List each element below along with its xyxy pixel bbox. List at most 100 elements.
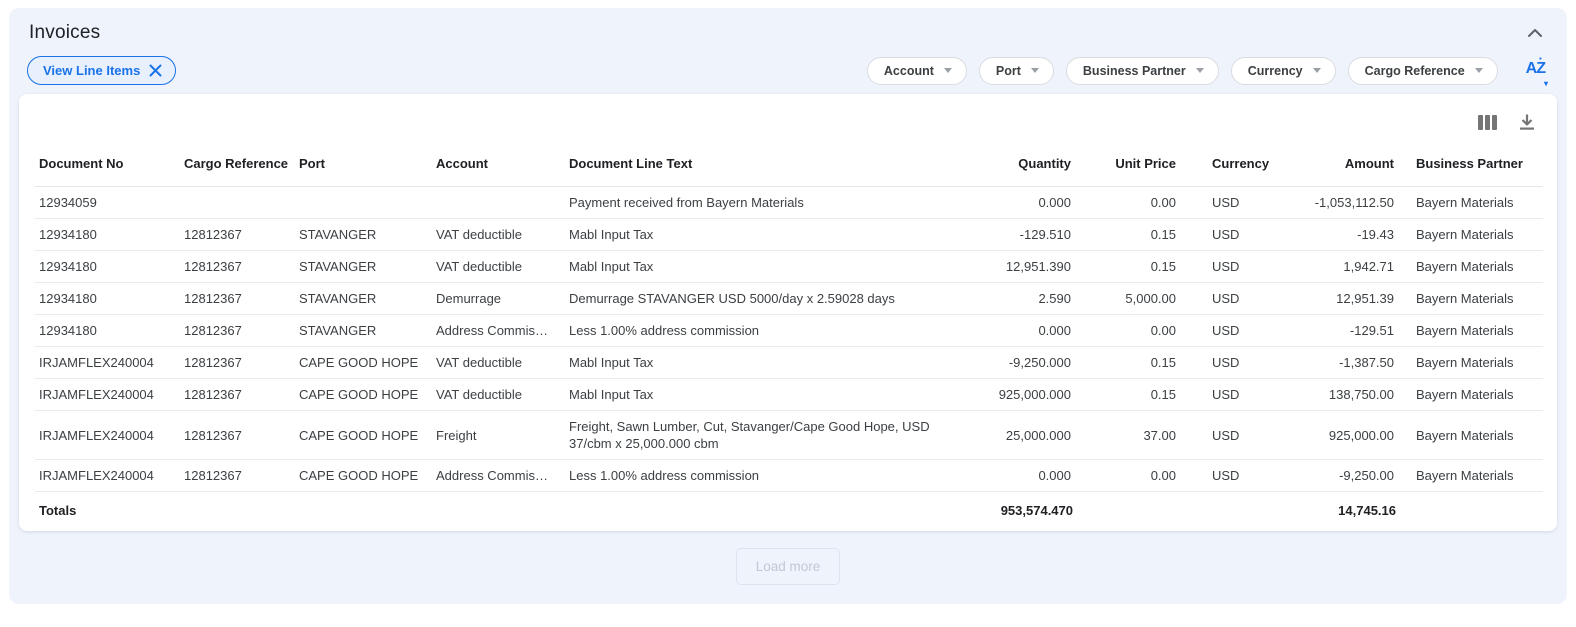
- table-row[interactable]: IRJAMFLEX24000412812367CAPE GOOD HOPEVAT…: [35, 379, 1543, 411]
- filter-label: Cargo Reference: [1365, 64, 1465, 78]
- table-cell: USD: [1180, 379, 1265, 411]
- table-cell: Demurrage: [432, 283, 565, 315]
- table-cell: 12812367: [180, 379, 295, 411]
- table-cell: USD: [1180, 347, 1265, 379]
- table-cell: 0.00: [1075, 315, 1180, 347]
- table-cell: Mabl Input Tax: [565, 219, 970, 251]
- filter-label: Port: [996, 64, 1021, 78]
- table-cell: Mabl Input Tax: [565, 251, 970, 283]
- filter-label: Currency: [1248, 64, 1303, 78]
- load-more-button[interactable]: Load more: [736, 548, 841, 585]
- view-columns-icon[interactable]: [1478, 115, 1497, 130]
- table-cell: 12812367: [180, 411, 295, 460]
- totals-cell: 14,745.16: [1265, 492, 1398, 532]
- table-toolbar: [35, 108, 1541, 141]
- table-row[interactable]: 1293418012812367STAVANGERAddress Commis……: [35, 315, 1543, 347]
- filter-label: Account: [884, 64, 934, 78]
- table-cell: 0.15: [1075, 347, 1180, 379]
- table-cell: IRJAMFLEX240004: [35, 411, 180, 460]
- table-cell: -129.510: [970, 219, 1075, 251]
- table-cell: Bayern Materials: [1398, 315, 1543, 347]
- table-cell: 12934180: [35, 315, 180, 347]
- table-cell: CAPE GOOD HOPE: [295, 460, 432, 492]
- filter-chip-account[interactable]: Account: [867, 57, 967, 85]
- table-cell: 2.590: [970, 283, 1075, 315]
- view-line-items-chip[interactable]: View Line Items: [27, 56, 176, 85]
- table-cell: STAVANGER: [295, 315, 432, 347]
- table-cell: 925,000.000: [970, 379, 1075, 411]
- sort-alpha-icon[interactable]: AZ: [1524, 58, 1549, 84]
- table-cell: Bayern Materials: [1398, 219, 1543, 251]
- table-cell: [295, 187, 432, 219]
- table-row[interactable]: IRJAMFLEX24000412812367CAPE GOOD HOPEVAT…: [35, 347, 1543, 379]
- column-header: Document No: [35, 141, 180, 187]
- table-row[interactable]: 1293418012812367STAVANGERVAT deductibleM…: [35, 251, 1543, 283]
- collapse-panel-button[interactable]: [1523, 24, 1547, 42]
- table-cell: Bayern Materials: [1398, 460, 1543, 492]
- table-cell: USD: [1180, 460, 1265, 492]
- table-cell: -1,387.50: [1265, 347, 1398, 379]
- table-row[interactable]: 1293418012812367STAVANGERVAT deductibleM…: [35, 219, 1543, 251]
- chevron-up-icon: [1527, 28, 1543, 38]
- table-cell: 0.00: [1075, 460, 1180, 492]
- column-header: Quantity: [970, 141, 1075, 187]
- chevron-down-icon: [1313, 68, 1321, 73]
- table-row[interactable]: IRJAMFLEX24000412812367CAPE GOOD HOPEAdd…: [35, 460, 1543, 492]
- totals-cell: 953,574.470: [970, 492, 1075, 532]
- download-icon: [1519, 114, 1535, 131]
- table-cell: 12934180: [35, 251, 180, 283]
- column-header: Cargo Reference: [180, 141, 295, 187]
- view-line-items-label: View Line Items: [43, 63, 140, 78]
- filter-chip-business-partner[interactable]: Business Partner: [1066, 57, 1219, 85]
- table-cell: 12,951.39: [1265, 283, 1398, 315]
- table-cell: CAPE GOOD HOPE: [295, 347, 432, 379]
- column-header: Business Partner: [1398, 141, 1543, 187]
- table-cell: Bayern Materials: [1398, 283, 1543, 315]
- filter-chip-currency[interactable]: Currency: [1231, 57, 1336, 85]
- table-cell: VAT deductible: [432, 219, 565, 251]
- table-cell: Freight: [432, 411, 565, 460]
- filter-chips: Account Port Business Partner Currency C…: [867, 57, 1549, 85]
- table-cell: -129.51: [1265, 315, 1398, 347]
- table-cell: USD: [1180, 411, 1265, 460]
- table-row[interactable]: 12934059Payment received from Bayern Mat…: [35, 187, 1543, 219]
- table-cell: 37.00: [1075, 411, 1180, 460]
- table-cell: Payment received from Bayern Materials: [565, 187, 970, 219]
- table-cell: 12812367: [180, 251, 295, 283]
- close-icon[interactable]: [149, 64, 162, 77]
- totals-cell: [1398, 492, 1543, 532]
- table-cell: VAT deductible: [432, 379, 565, 411]
- table-row[interactable]: IRJAMFLEX24000412812367CAPE GOOD HOPEFre…: [35, 411, 1543, 460]
- totals-cell: [1180, 492, 1265, 532]
- table-cell: 12934180: [35, 219, 180, 251]
- table-cell: CAPE GOOD HOPE: [295, 379, 432, 411]
- table-cell: -9,250.00: [1265, 460, 1398, 492]
- table-cell: -1,053,112.50: [1265, 187, 1398, 219]
- filter-label: Business Partner: [1083, 64, 1186, 78]
- table-cell: [432, 187, 565, 219]
- filter-bar: View Line Items Account Port Business Pa…: [19, 44, 1557, 85]
- invoices-table: Document NoCargo ReferencePortAccountDoc…: [35, 141, 1543, 531]
- totals-label: Totals: [35, 492, 180, 532]
- table-cell: USD: [1180, 219, 1265, 251]
- table-cell: 12812367: [180, 460, 295, 492]
- filter-chip-cargo-reference[interactable]: Cargo Reference: [1348, 57, 1498, 85]
- download-button[interactable]: [1519, 114, 1535, 131]
- table-cell: VAT deductible: [432, 347, 565, 379]
- table-cell: 0.000: [970, 460, 1075, 492]
- table-cell: IRJAMFLEX240004: [35, 347, 180, 379]
- table-cell: 0.15: [1075, 379, 1180, 411]
- table-cell: 0.15: [1075, 219, 1180, 251]
- totals-cell: [1075, 492, 1180, 532]
- table-header-row: Document NoCargo ReferencePortAccountDoc…: [35, 141, 1543, 187]
- table-cell: 0.000: [970, 315, 1075, 347]
- totals-cell: [565, 492, 970, 532]
- column-header: Currency: [1180, 141, 1265, 187]
- table-cell: IRJAMFLEX240004: [35, 379, 180, 411]
- panel-header: Invoices: [19, 8, 1557, 44]
- table-row[interactable]: 1293418012812367STAVANGERDemurrageDemurr…: [35, 283, 1543, 315]
- table-cell: 138,750.00: [1265, 379, 1398, 411]
- table-cell: Freight, Sawn Lumber, Cut, Stavanger/Cap…: [565, 411, 970, 460]
- table-cell: Bayern Materials: [1398, 411, 1543, 460]
- filter-chip-port[interactable]: Port: [979, 57, 1054, 85]
